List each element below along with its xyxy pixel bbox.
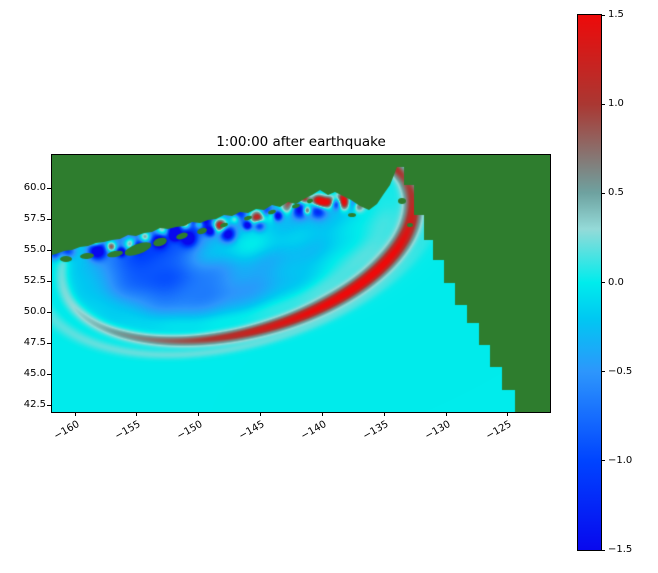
map-axes — [51, 154, 551, 413]
y-tick-mark — [47, 404, 51, 406]
x-tick-label: −125 — [484, 418, 514, 443]
colorbar-tick-mark — [601, 549, 605, 551]
colorbar-tick-label: 1.5 — [608, 9, 624, 20]
y-tick-mark — [47, 218, 51, 220]
colorbar-gradient — [578, 15, 601, 550]
x-tick-label: −160 — [51, 418, 82, 443]
colorbar-tick-mark — [601, 460, 605, 462]
colorbar-tick-label: −0.5 — [608, 365, 633, 377]
y-tick-label: 50.0 — [23, 306, 46, 318]
x-tick-mark — [321, 412, 323, 416]
x-tick-label: −130 — [422, 418, 453, 443]
x-tick-mark — [383, 412, 385, 416]
colorbar-tick-mark — [601, 192, 605, 194]
colorbar-tick-mark — [601, 371, 605, 373]
plot-title: 1:00:00 after earthquake — [216, 134, 386, 150]
colorbar-tick-mark — [601, 282, 605, 283]
x-tick-label: −150 — [175, 418, 205, 443]
y-tick-mark — [47, 311, 51, 313]
colorbar-tick-label: 0.0 — [608, 276, 624, 288]
x-tick-label: −155 — [113, 418, 143, 443]
colorbar-tick-label: −1.5 — [608, 544, 633, 555]
x-tick-mark — [445, 412, 447, 416]
x-tick-mark — [260, 412, 262, 416]
y-tick-mark — [47, 342, 51, 344]
y-tick-label: 55.0 — [23, 244, 46, 256]
y-tick-label: 47.5 — [23, 337, 46, 349]
colorbar — [577, 14, 602, 551]
y-tick-label: 52.5 — [23, 275, 46, 287]
y-tick-mark — [47, 249, 51, 251]
y-tick-mark — [47, 280, 51, 282]
y-tick-label: 57.5 — [23, 213, 46, 225]
colorbar-tick-label: 0.5 — [608, 187, 624, 199]
y-tick-label: 42.5 — [23, 399, 46, 411]
x-tick-mark — [507, 412, 509, 416]
y-tick-label: 45.0 — [23, 368, 46, 380]
tsunami-heatmap-canvas — [52, 155, 550, 412]
x-tick-mark — [198, 412, 200, 416]
colorbar-tick-label: −1.0 — [608, 454, 633, 466]
colorbar-tick-label: 1.0 — [608, 98, 624, 110]
x-tick-label: −140 — [299, 418, 329, 443]
y-tick-mark — [47, 187, 51, 189]
y-tick-mark — [47, 373, 51, 375]
x-tick-mark — [136, 412, 138, 416]
x-tick-label: −145 — [237, 418, 267, 443]
colorbar-tick-mark — [601, 103, 605, 105]
colorbar-tick-mark — [601, 14, 605, 16]
x-tick-label: −135 — [360, 418, 391, 443]
y-tick-label: 60.0 — [23, 182, 46, 194]
x-tick-mark — [74, 412, 76, 416]
